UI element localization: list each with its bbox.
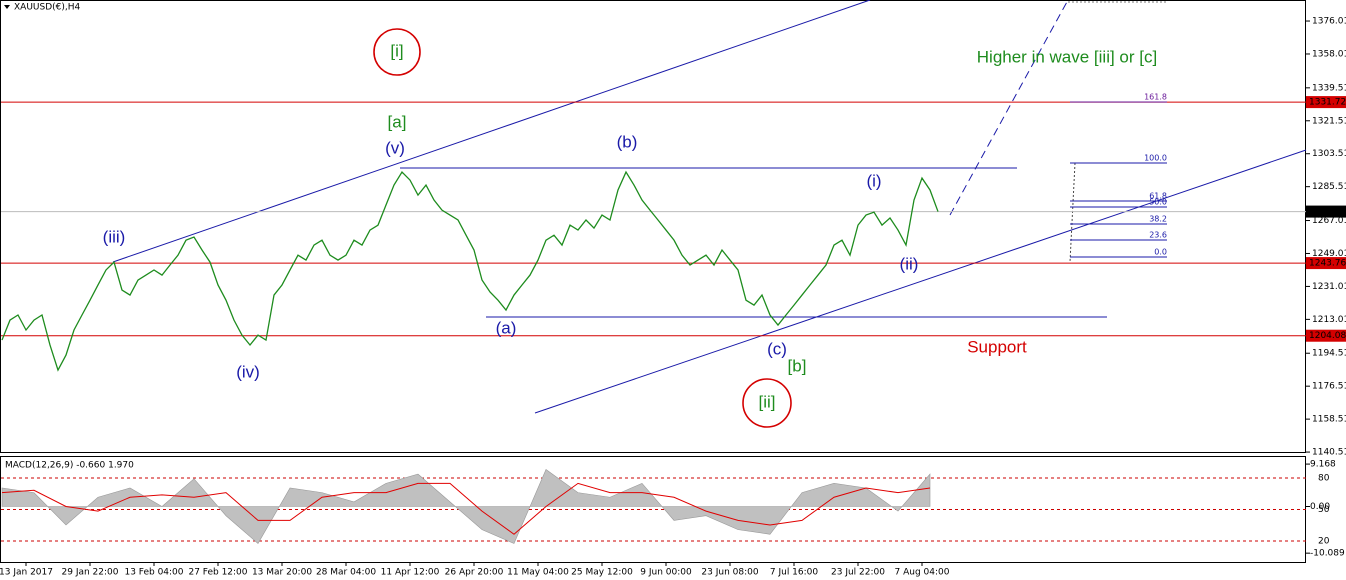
macd-area xyxy=(1,469,931,544)
x-tick-label: 7 Aug 04:00 xyxy=(895,568,950,578)
signal-line xyxy=(1,482,931,535)
fib-label: 50.0 xyxy=(1149,198,1167,207)
wave-label: (ii) xyxy=(900,254,919,273)
wave-label: Higher in wave [iii] or [c] xyxy=(977,47,1157,66)
y-tick-label: 9.168 xyxy=(1310,460,1336,470)
macd-panel xyxy=(0,456,1306,563)
y2-tick-label: 50 xyxy=(1318,505,1330,515)
x-tick-label: 11 Apr 12:00 xyxy=(381,568,440,578)
y-tick-label: 1249.01 xyxy=(1312,249,1346,259)
level-label: 1204.08 xyxy=(1309,331,1346,341)
x-tick-label: 11 May 04:00 xyxy=(507,568,569,578)
y-tick-label: 1358.01 xyxy=(1312,49,1346,59)
upper-channel xyxy=(112,0,871,263)
symbol-title: XAUUSD(€),H4 xyxy=(14,3,81,13)
y-tick-label: 1194.51 xyxy=(1312,349,1346,359)
level-box xyxy=(1306,96,1346,109)
menu-arrow xyxy=(4,5,10,9)
macd-title: MACD(12,26,9) -0.660 1.970 xyxy=(5,461,134,471)
current-price-label: 1271.90 xyxy=(1309,207,1346,217)
level-label: 1331.72 xyxy=(1309,98,1346,108)
fib-label: 61.8 xyxy=(1149,192,1167,201)
y-tick-label: 0.00 xyxy=(1310,502,1330,512)
level-label: 1243.76 xyxy=(1309,259,1346,269)
x-tick-label: 29 Jan 22:00 xyxy=(62,568,119,578)
wave-label: [i] xyxy=(390,41,403,60)
trend-lines xyxy=(112,0,1307,414)
projection xyxy=(949,0,1069,216)
fib-label: 0.0 xyxy=(1154,248,1167,257)
y-tick-label: 1339.51 xyxy=(1312,83,1346,93)
wave-label: (i) xyxy=(866,171,881,190)
circle xyxy=(742,378,792,428)
main-panel xyxy=(0,0,1306,453)
wave-label: [a] xyxy=(388,112,407,131)
x-tick-label: 23 Jun 08:00 xyxy=(701,568,758,578)
wave-label: (iii) xyxy=(103,227,126,246)
circle xyxy=(373,28,421,76)
y-tick-label: 1267.01 xyxy=(1312,216,1346,226)
fib-label: 23.6 xyxy=(1149,231,1167,240)
lower-channel xyxy=(534,149,1307,414)
y-tick-label: 1158.51 xyxy=(1312,415,1346,425)
x-tick-label: 9 Jun 00:00 xyxy=(640,568,692,578)
wave-label: (iv) xyxy=(236,362,260,381)
wave-label: [b] xyxy=(788,356,807,375)
y-tick-label: 1231.01 xyxy=(1312,282,1346,292)
wave-label: (b) xyxy=(617,132,638,151)
fib-label: 161.8 xyxy=(1144,93,1167,102)
y-tick-label: 1285.51 xyxy=(1312,182,1346,192)
y-tick-label: 1303.51 xyxy=(1312,149,1346,159)
y-tick-label: 1213.01 xyxy=(1312,315,1346,325)
wave-label: (c) xyxy=(767,339,787,358)
price-line xyxy=(1,170,939,372)
y-tick-label: 1376.01 xyxy=(1312,17,1346,27)
x-tick-label: 26 Apr 20:00 xyxy=(445,568,504,578)
x-tick-label: 13 Feb 04:00 xyxy=(124,568,183,578)
y-tick-label: 1140.51 xyxy=(1312,448,1346,458)
y-tick-label: -10.089 xyxy=(1310,549,1345,559)
x-tick-label: 13 Jan 2017 xyxy=(0,568,53,578)
fib-vertical xyxy=(1069,162,1076,263)
level-box xyxy=(1306,329,1346,342)
wave-label: Support xyxy=(967,337,1027,356)
y-tick-label: 1176.51 xyxy=(1312,382,1346,392)
level-box xyxy=(1306,257,1346,270)
fib-label: 38.2 xyxy=(1149,215,1167,224)
x-tick-label: 25 May 12:00 xyxy=(571,568,633,578)
y2-tick-label: 80 xyxy=(1318,474,1330,484)
x-tick-label: 28 Mar 04:00 xyxy=(316,568,376,578)
y2-tick-label: 20 xyxy=(1318,537,1330,547)
wave-label: (v) xyxy=(385,138,405,157)
x-tick-label: 13 Mar 20:00 xyxy=(252,568,312,578)
y-tick-label: 1321.51 xyxy=(1312,116,1346,126)
x-tick-label: 27 Feb 12:00 xyxy=(188,568,247,578)
x-tick-label: 23 Jul 22:00 xyxy=(831,568,885,578)
wave-label: (a) xyxy=(496,318,517,337)
fib-label: 100.0 xyxy=(1144,154,1167,163)
wave-label: [ii] xyxy=(759,392,776,411)
current-price-box xyxy=(1306,205,1346,218)
x-tick-label: 7 Jul 16:00 xyxy=(770,568,819,578)
